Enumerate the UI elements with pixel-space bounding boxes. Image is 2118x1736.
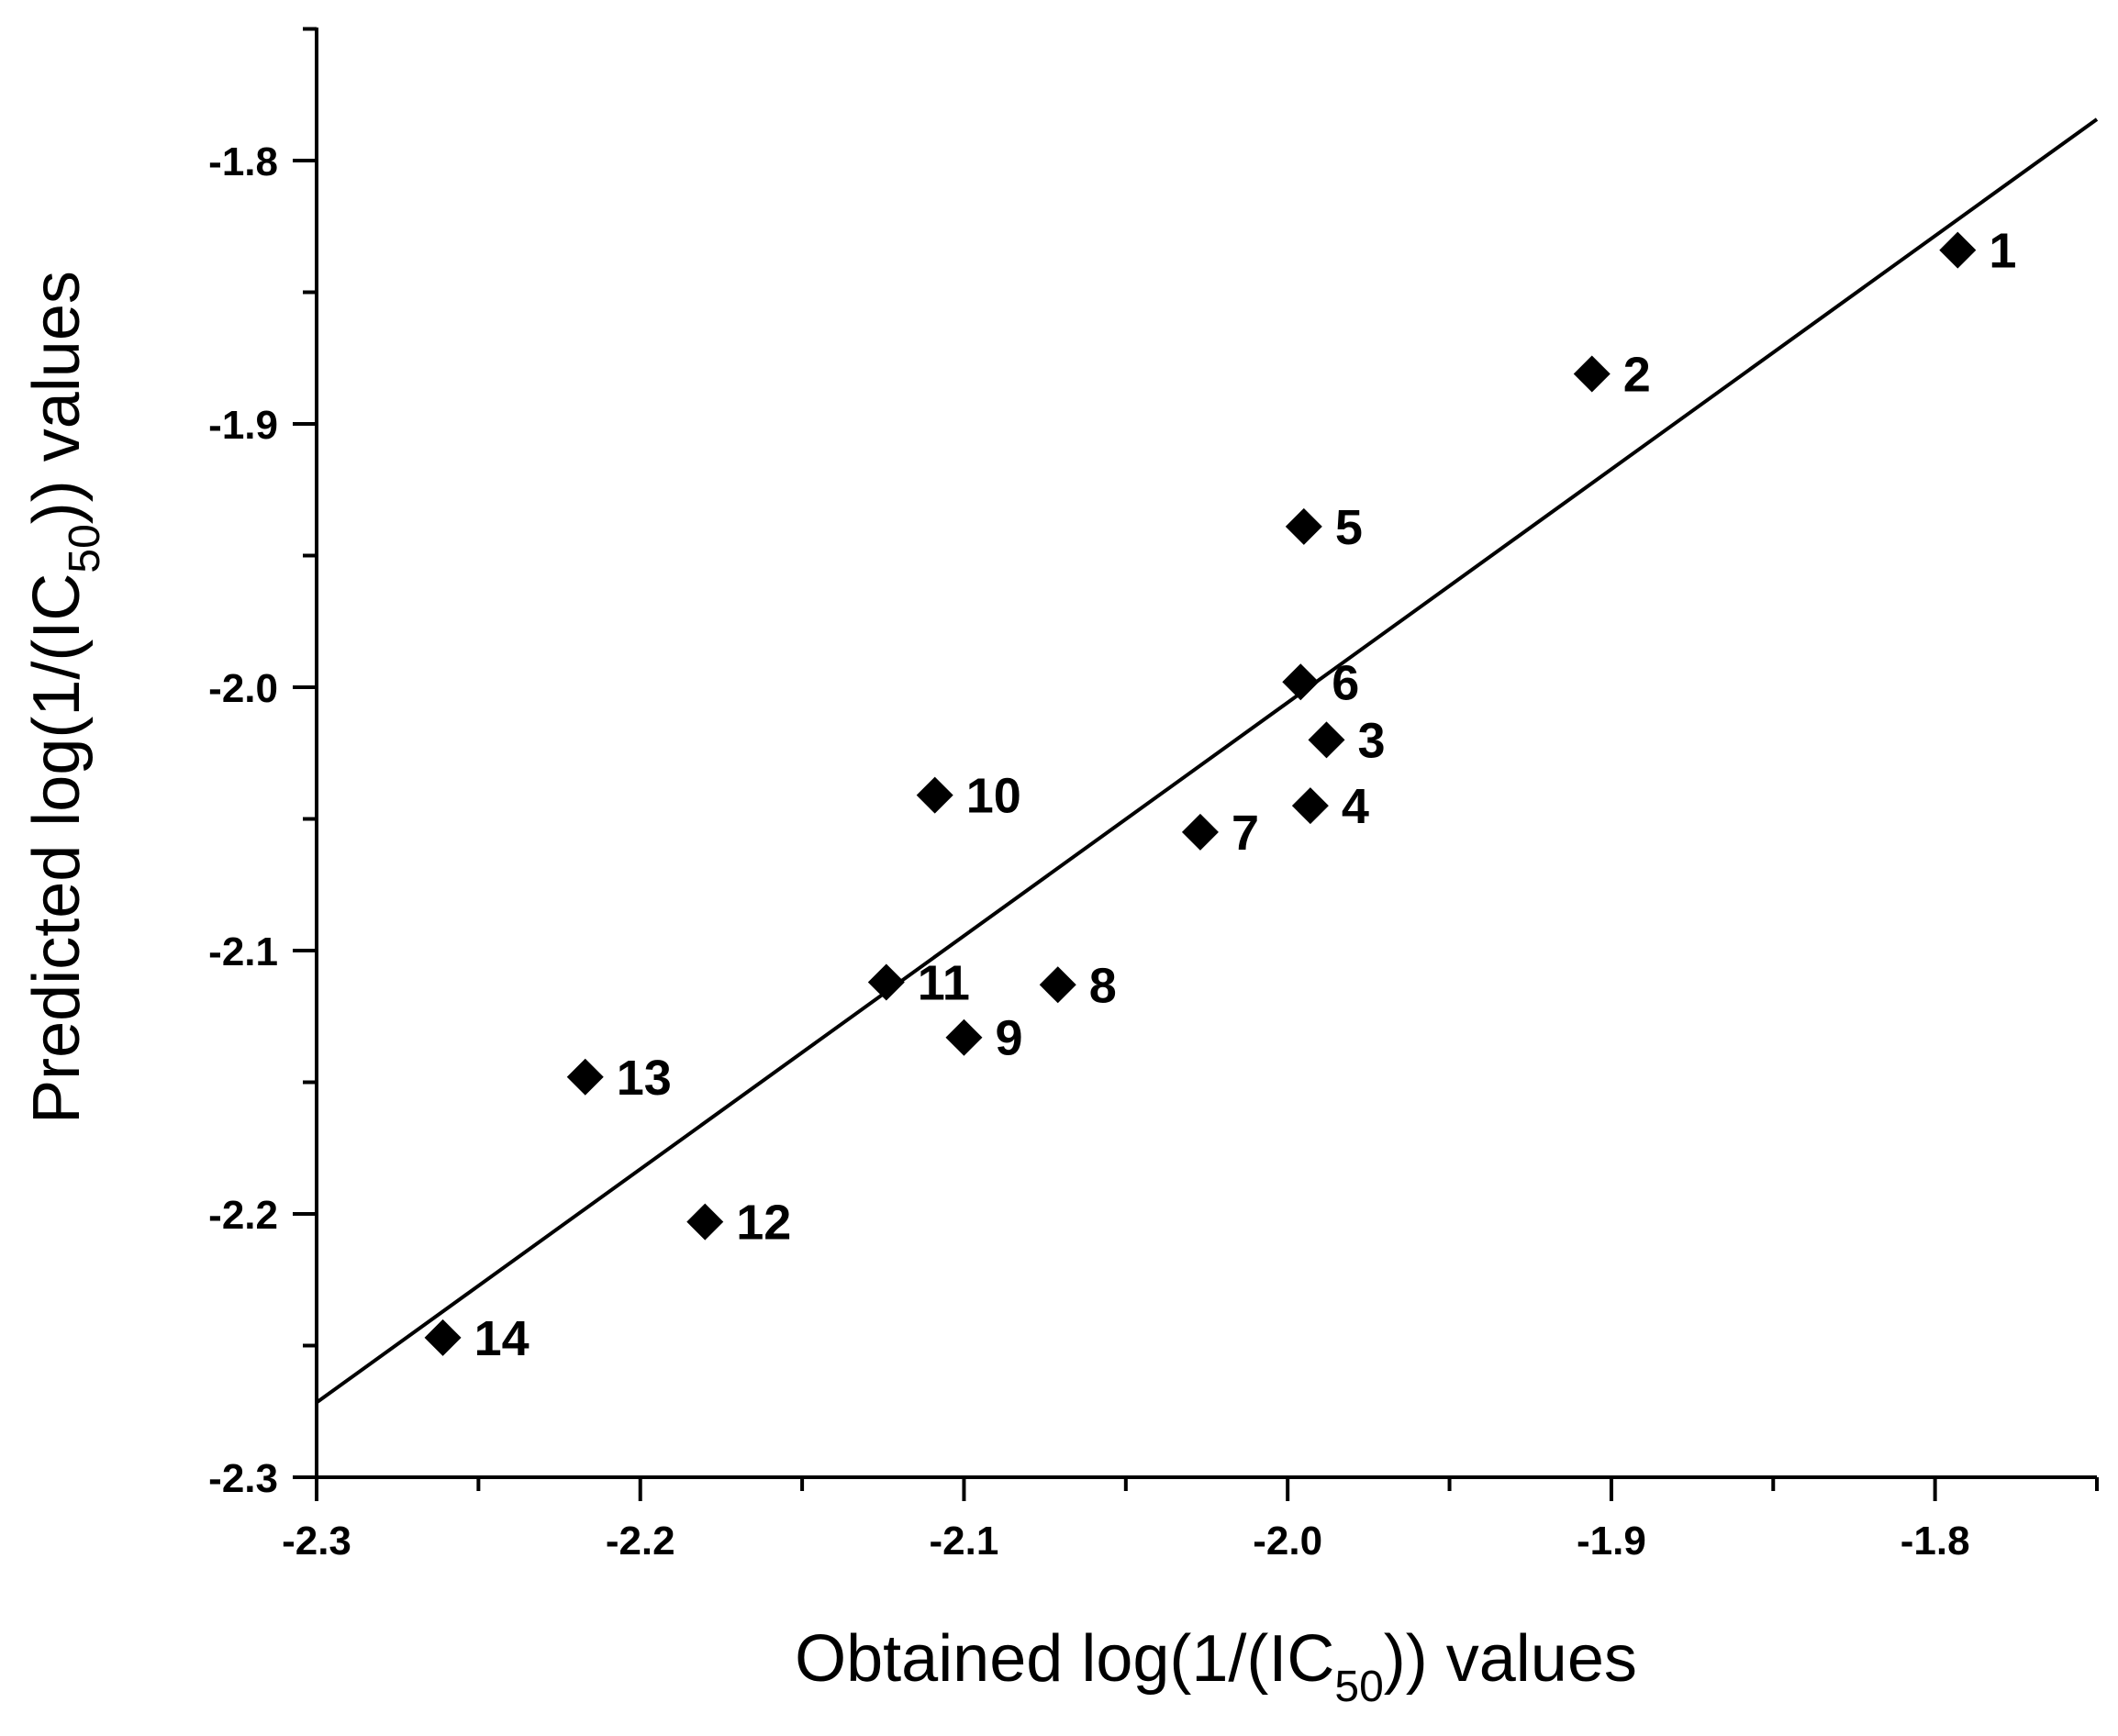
point-3-marker xyxy=(1308,721,1345,759)
x-tick-label: -2.3 xyxy=(282,1519,351,1564)
x-tick-label: -2.1 xyxy=(930,1519,999,1564)
x-tick-label: -2.2 xyxy=(606,1519,675,1564)
point-12-label: 12 xyxy=(736,1196,791,1251)
x-ticks: -2.3 -2.2 -2.1 -2.0 -1.9 -1.8 xyxy=(282,1477,2099,1564)
point-10-label: 10 xyxy=(966,769,1021,824)
point-4-marker xyxy=(1291,787,1329,825)
point-2-marker xyxy=(1573,355,1611,393)
fit-line-layer xyxy=(315,117,2099,1405)
point-5-label: 5 xyxy=(1335,500,1363,555)
point-4-label: 4 xyxy=(1342,779,1369,834)
y-tick-label: -1.8 xyxy=(208,139,278,184)
axes xyxy=(315,28,2097,1479)
point-7-marker xyxy=(1181,813,1219,851)
x-axis-title-suffix: )) values xyxy=(1384,1622,1637,1696)
point-8-marker xyxy=(1039,966,1076,1004)
y-tick-label: -2.1 xyxy=(208,929,278,974)
y-axis-title: Predicted log(1/(IC50)) values xyxy=(20,271,109,1124)
y-axis-title-subscript: 50 xyxy=(61,524,109,573)
y-tick-label: -2.3 xyxy=(208,1456,278,1501)
point-2-label: 2 xyxy=(1623,347,1651,402)
point-9-label: 9 xyxy=(995,1011,1022,1066)
y-tick-label: -1.9 xyxy=(208,403,278,448)
point-13-marker xyxy=(566,1058,604,1096)
y-tick-label: -2.0 xyxy=(208,666,278,711)
point-3-label: 3 xyxy=(1358,713,1386,768)
point-13-label: 13 xyxy=(617,1051,672,1106)
point-1-marker xyxy=(1939,231,1977,269)
x-tick-label: -1.8 xyxy=(1901,1519,1970,1564)
point-1-label: 1 xyxy=(1989,224,2016,279)
point-11-label: 11 xyxy=(918,955,970,1010)
point-14-marker xyxy=(424,1319,462,1356)
point-6-label: 6 xyxy=(1332,655,1359,710)
y-axis-title-prefix: Predicted log(1/(IC xyxy=(20,573,94,1124)
point-9-marker xyxy=(945,1018,983,1056)
point-14-label: 14 xyxy=(474,1311,530,1366)
x-axis-title-prefix: Obtained log(1/(IC xyxy=(795,1622,1334,1696)
point-6-marker xyxy=(1282,663,1320,701)
point-10-marker xyxy=(916,776,953,814)
x-tick-label: -1.9 xyxy=(1577,1519,1646,1564)
point-5-marker xyxy=(1285,507,1322,545)
point-7-label: 7 xyxy=(1232,806,1259,861)
regression-line xyxy=(315,117,2099,1405)
x-axis-title: Obtained log(1/(IC50)) values xyxy=(795,1622,1637,1711)
point-12-marker xyxy=(686,1203,724,1241)
y-tick-label: -2.2 xyxy=(208,1193,278,1238)
x-tick-label: -2.0 xyxy=(1253,1519,1322,1564)
y-axis-title-suffix: )) values xyxy=(20,271,94,524)
y-ticks: -2.3 -2.2 -2.1 -2.0 -1.9 -1.8 xyxy=(208,27,317,1501)
x-axis-title-subscript: 50 xyxy=(1334,1663,1383,1711)
point-8-label: 8 xyxy=(1089,958,1117,1013)
point-11-marker xyxy=(867,963,905,1001)
